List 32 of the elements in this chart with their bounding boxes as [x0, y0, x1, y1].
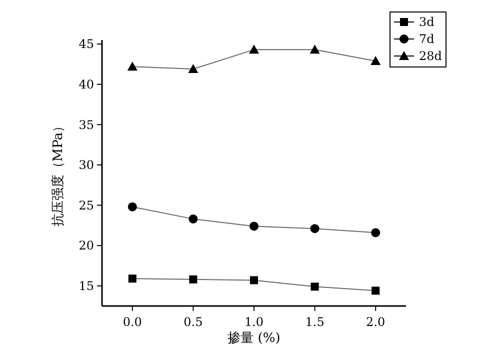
y-tick-label: 35: [78, 118, 94, 132]
x-tick-label: 1.0: [244, 315, 264, 329]
point: [371, 228, 380, 238]
y-tick-label: 45: [78, 37, 94, 52]
point: [128, 274, 136, 283]
point: [127, 62, 138, 71]
point: [188, 64, 198, 74]
x-tick-label: 0.5: [184, 315, 203, 329]
point: [189, 275, 198, 284]
point: [250, 222, 258, 231]
point: [250, 276, 258, 284]
legend-label: 3d: [419, 15, 435, 30]
point: [372, 286, 380, 295]
x-tick-label: 1.5: [305, 315, 324, 329]
point: [188, 214, 198, 224]
y-tick-label: 25: [78, 198, 94, 212]
legend-label: 28d: [419, 49, 442, 64]
point: [310, 224, 320, 234]
point: [128, 202, 137, 212]
point: [370, 56, 381, 65]
point: [310, 44, 320, 54]
y-axis-title: 抗压强度（MPa）: [50, 119, 66, 227]
x-tick-label: 0.0: [122, 315, 142, 329]
y-tick-label: 15: [78, 279, 94, 294]
legend-label: 7d: [419, 32, 435, 46]
y-tick-label: 30: [78, 158, 94, 172]
y-tick-label: 40: [78, 78, 94, 92]
point: [310, 282, 319, 291]
x-axis-title: 掺量 (%): [228, 331, 280, 346]
x-tick-label: 2.0: [366, 315, 386, 329]
y-tick-label: 20: [78, 238, 94, 253]
point: [249, 44, 259, 54]
